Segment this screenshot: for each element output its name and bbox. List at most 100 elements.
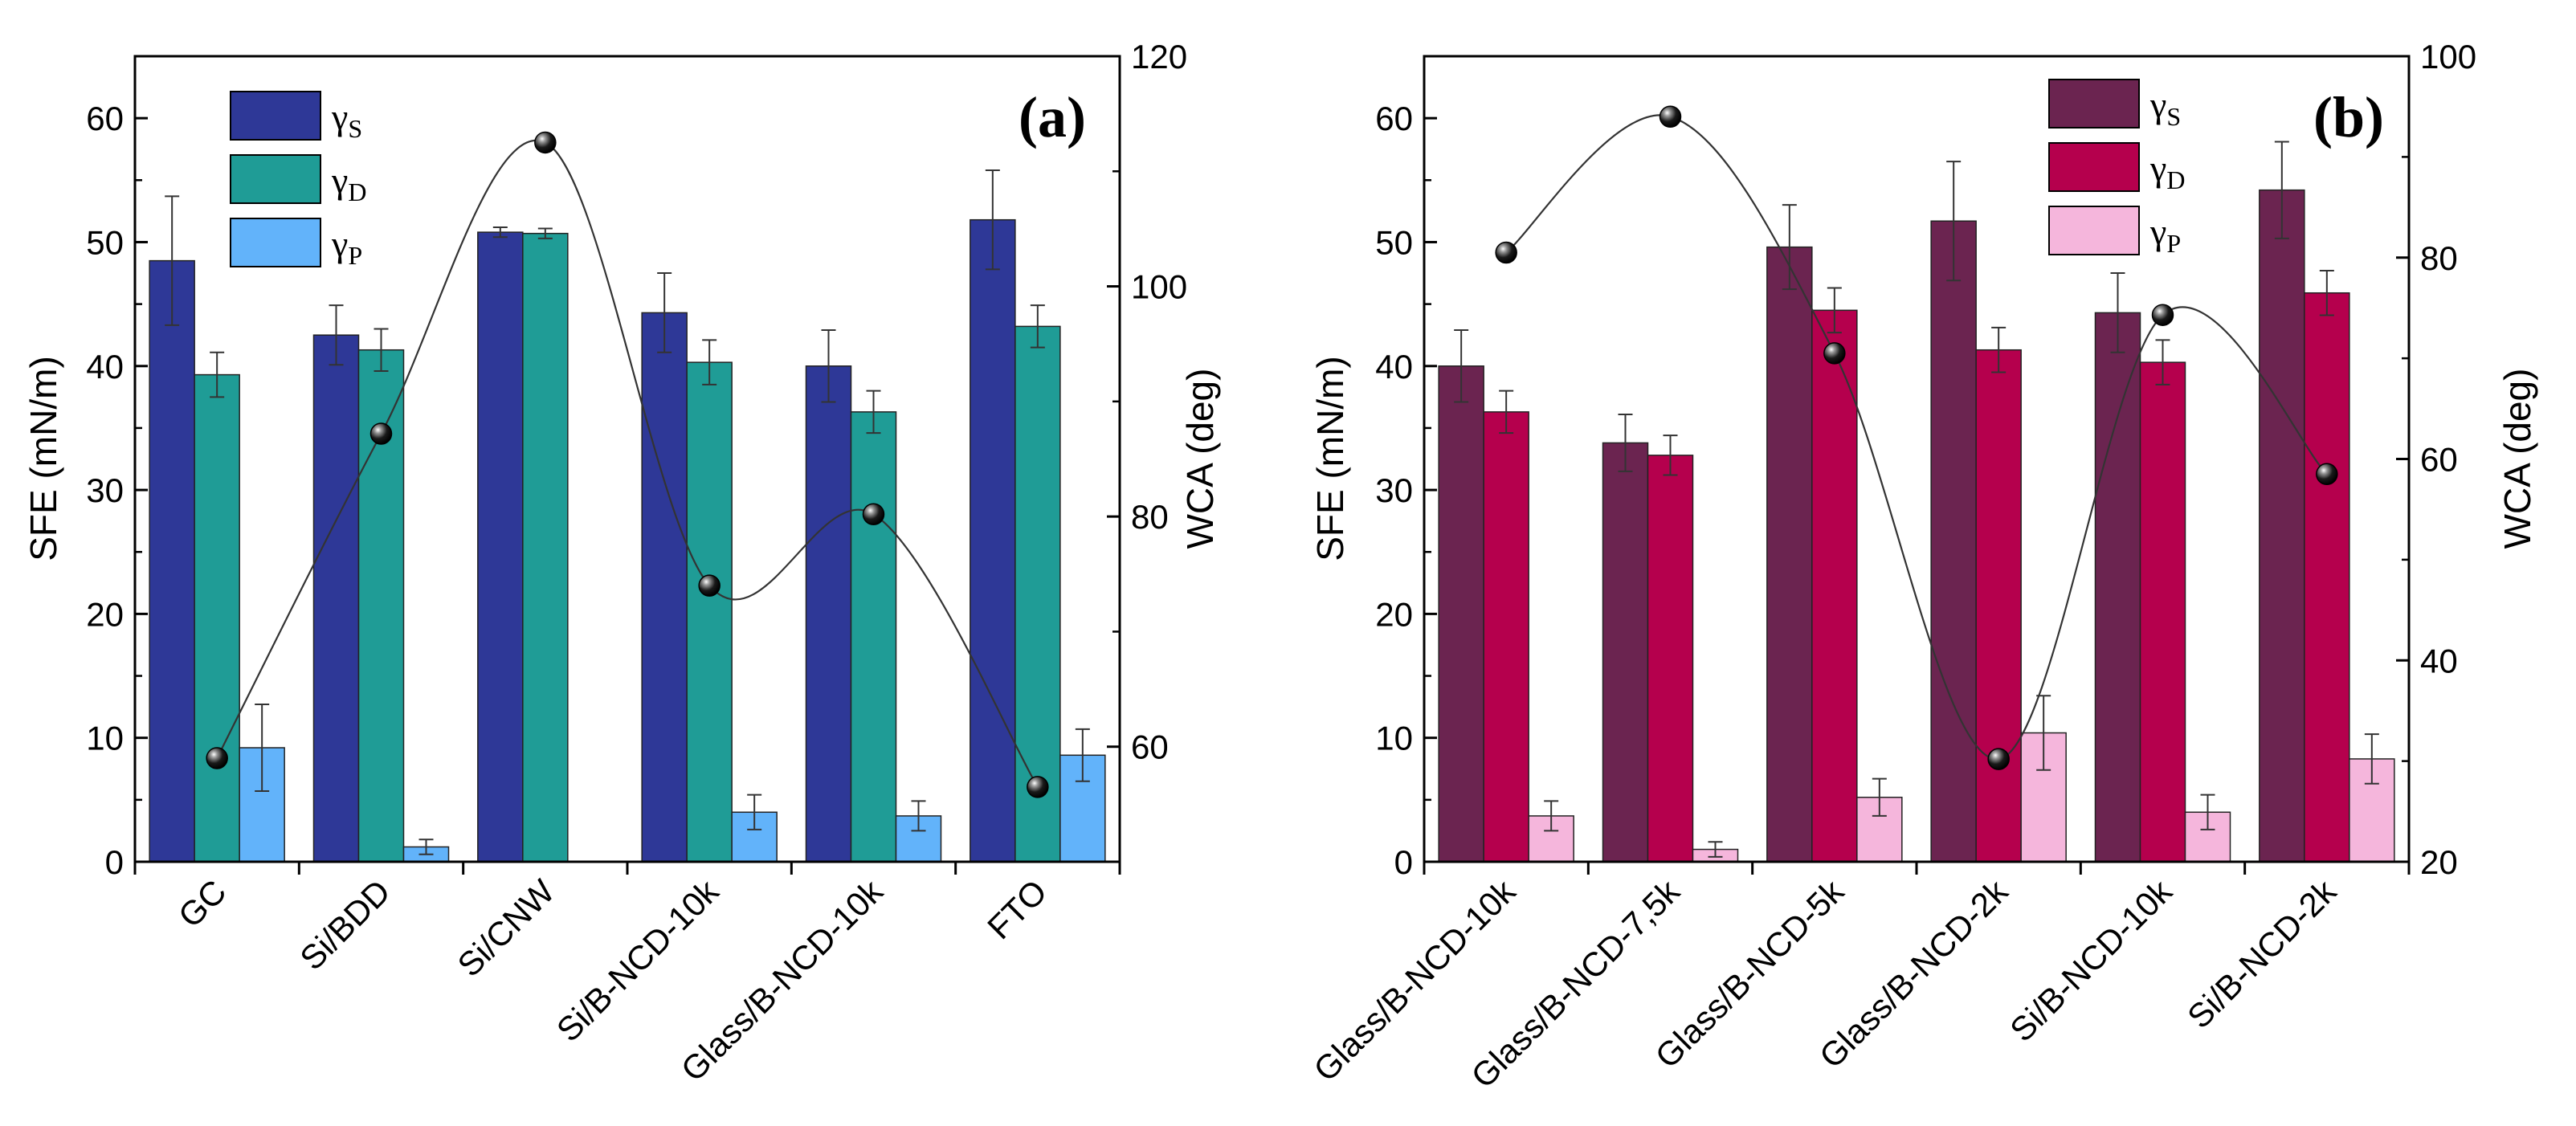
left-tick-label: 10	[86, 720, 124, 757]
panel-b-right-axis-label: WCA (deg)	[2496, 369, 2538, 549]
error-bar-gamma-s-glass-b-ncd-2k	[1946, 161, 1962, 282]
right-tick-label: 20	[2420, 843, 2458, 881]
bar-gamma-d-fto	[1014, 325, 1061, 863]
error-bar-gamma-d-glass-b-ncd-5k	[1827, 287, 1842, 334]
error-bar-gamma-p-si-b-ncd-10k	[747, 794, 762, 830]
svg-text:γD: γD	[2149, 148, 2185, 194]
legend-subscript: P	[2166, 229, 2181, 258]
panel-b-right-axis: 20 40 60 80 100	[2396, 38, 2476, 881]
bar-gamma-s-glass-b-ncd-7-5k	[1602, 442, 1649, 863]
wca-point-si-b-ncd-10k	[698, 574, 721, 597]
legend-symbol: γ	[2149, 148, 2166, 189]
wca-point-si-bdd	[369, 422, 393, 445]
error-bar-gamma-d-si-bdd	[374, 328, 389, 372]
legend-symbol: γ	[331, 160, 348, 201]
bar-gamma-d-si-b-ncd-2k	[2304, 292, 2350, 863]
panel-b-left-axis-label: SFE (mN/m)	[1309, 356, 1351, 561]
wca-point-glass-b-ncd-7-5k	[1659, 105, 1682, 128]
bar-gamma-d-glass-b-ncd-7-5k	[1647, 455, 1694, 863]
bar-gamma-s-si-b-ncd-10k	[641, 312, 688, 863]
wca-point-glass-b-ncd-10k	[1495, 241, 1517, 264]
error-bar-gamma-p-fto	[1075, 728, 1090, 782]
error-bar-gamma-p-glass-b-ncd-7-5k	[1708, 841, 1723, 858]
error-bar-gamma-d-gc	[210, 351, 225, 398]
legend-swatch-gamma-d	[2048, 142, 2140, 192]
legend-swatch-gamma-d	[230, 154, 321, 204]
right-tick-label: 80	[2420, 239, 2458, 277]
legend-symbol: γ	[331, 96, 348, 137]
wca-point-si-b-ncd-2k	[2316, 463, 2338, 486]
bar-gamma-s-glass-b-ncd-10k	[1438, 365, 1484, 863]
panel-a-wca-line	[206, 131, 1049, 798]
left-tick-label: 20	[1375, 595, 1413, 633]
panel-a-right-axis-label: WCA (deg)	[1179, 369, 1221, 549]
bar-gamma-d-glass-b-ncd-5k	[1811, 309, 1858, 863]
legend-item-gamma-p: γP	[230, 218, 362, 270]
error-bar-gamma-p-glass-b-ncd-10k	[1544, 800, 1559, 832]
panel-a-legend: γS γD γP	[230, 91, 366, 270]
wca-curve	[216, 139, 1039, 788]
wca-point-glass-b-ncd-2k	[1987, 748, 2010, 770]
panel-b-left-axis: 0 10 20 30 40 50 60	[1375, 100, 1437, 881]
panel-b-x-axis: Glass/B-NCD-10kGlass/B-NCD-7,5kGlass/B-N…	[1306, 862, 2411, 1095]
error-bar-gamma-p-si-bdd	[418, 838, 434, 855]
wca-point-glass-b-ncd-5k	[1823, 342, 1846, 365]
error-bar-gamma-s-glass-b-ncd-5k	[1782, 204, 1797, 291]
error-bar-gamma-p-gc	[255, 704, 270, 793]
panel-b-error-bars	[1454, 141, 2379, 858]
right-tick-label: 60	[2420, 441, 2458, 479]
error-bar-gamma-d-glass-b-ncd-7-5k	[1663, 434, 1678, 476]
left-tick-label: 0	[105, 843, 124, 881]
legend-item-gamma-p: γP	[2048, 206, 2181, 258]
error-bar-gamma-d-si-b-ncd-2k	[2319, 269, 2334, 316]
svg-text:γS: γS	[331, 96, 362, 143]
left-tick-label: 30	[1375, 471, 1413, 509]
error-bar-gamma-p-glass-b-ncd-5k	[1872, 777, 1887, 817]
error-bar-gamma-p-si-b-ncd-2k	[2364, 733, 2379, 785]
left-tick-label: 40	[86, 348, 124, 386]
x-tick-label-si-b-ncd-10k: Si/B-NCD-10k	[2002, 871, 2179, 1048]
error-bar-gamma-s-fto	[985, 169, 1000, 271]
x-tick-label-si-b-ncd-2k: Si/B-NCD-2k	[2180, 871, 2344, 1035]
error-bar-gamma-s-si-bdd	[329, 304, 344, 366]
left-tick-label: 20	[86, 595, 124, 633]
wca-point-si-cnw	[534, 131, 557, 154]
panel-a-right-axis: 60 80 100 120	[1107, 38, 1187, 863]
panel-a-left-axis: 0 10 20 30 40 50 60	[86, 100, 148, 881]
panel-a-x-axis: GC Si/BDD Si/CNWSi/B-NCD-10kGlass/B-NCD-10…	[133, 862, 1121, 1088]
bar-gamma-s-glass-b-ncd-10k	[805, 365, 852, 863]
error-bar-gamma-s-si-cnw	[492, 226, 508, 239]
right-tick-label: 120	[1131, 38, 1187, 75]
bar-gamma-d-glass-b-ncd-10k	[850, 411, 897, 863]
legend-item-gamma-s: γS	[230, 91, 362, 143]
legend-symbol: γ	[331, 223, 348, 264]
bar-gamma-s-fto	[970, 218, 1016, 863]
left-tick-label: 50	[1375, 223, 1413, 261]
bar-gamma-s-gc	[149, 259, 195, 863]
error-bar-gamma-d-glass-b-ncd-10k	[1499, 390, 1514, 434]
x-tick-label-si-bdd: Si/BDD	[292, 872, 398, 977]
legend-subscript: S	[348, 114, 362, 143]
panel-b-bars	[1438, 189, 2395, 863]
legend-subscript: D	[2166, 165, 2185, 194]
error-bar-gamma-s-si-b-ncd-2k	[2274, 141, 2289, 239]
legend-swatch-gamma-p	[230, 218, 321, 267]
panel-b: 0 10 20 30 40 50 60 20 40 60 80 100 Glass/B-NCD-10…	[1306, 38, 2538, 1095]
left-tick-label: 60	[86, 100, 124, 137]
right-tick-label: 60	[1131, 728, 1169, 766]
wca-point-gc	[206, 747, 228, 769]
bar-gamma-d-si-b-ncd-10k	[686, 361, 733, 863]
legend-item-gamma-d: γD	[2048, 142, 2185, 194]
panel-a-label: (a)	[1019, 85, 1086, 149]
right-tick-label: 100	[1131, 268, 1187, 306]
left-tick-label: 50	[86, 223, 124, 261]
legend-item-gamma-s: γS	[2048, 79, 2181, 131]
left-tick-label: 40	[1375, 348, 1413, 386]
x-tick-label-gc: GC	[171, 872, 234, 935]
error-bar-gamma-s-si-b-ncd-10k	[2110, 272, 2125, 353]
panel-a-bars	[149, 218, 1106, 863]
legend-item-gamma-d: γD	[230, 154, 366, 206]
left-tick-label: 30	[86, 471, 124, 509]
right-tick-label: 100	[2420, 38, 2476, 75]
bar-gamma-s-si-b-ncd-2k	[2259, 189, 2305, 863]
